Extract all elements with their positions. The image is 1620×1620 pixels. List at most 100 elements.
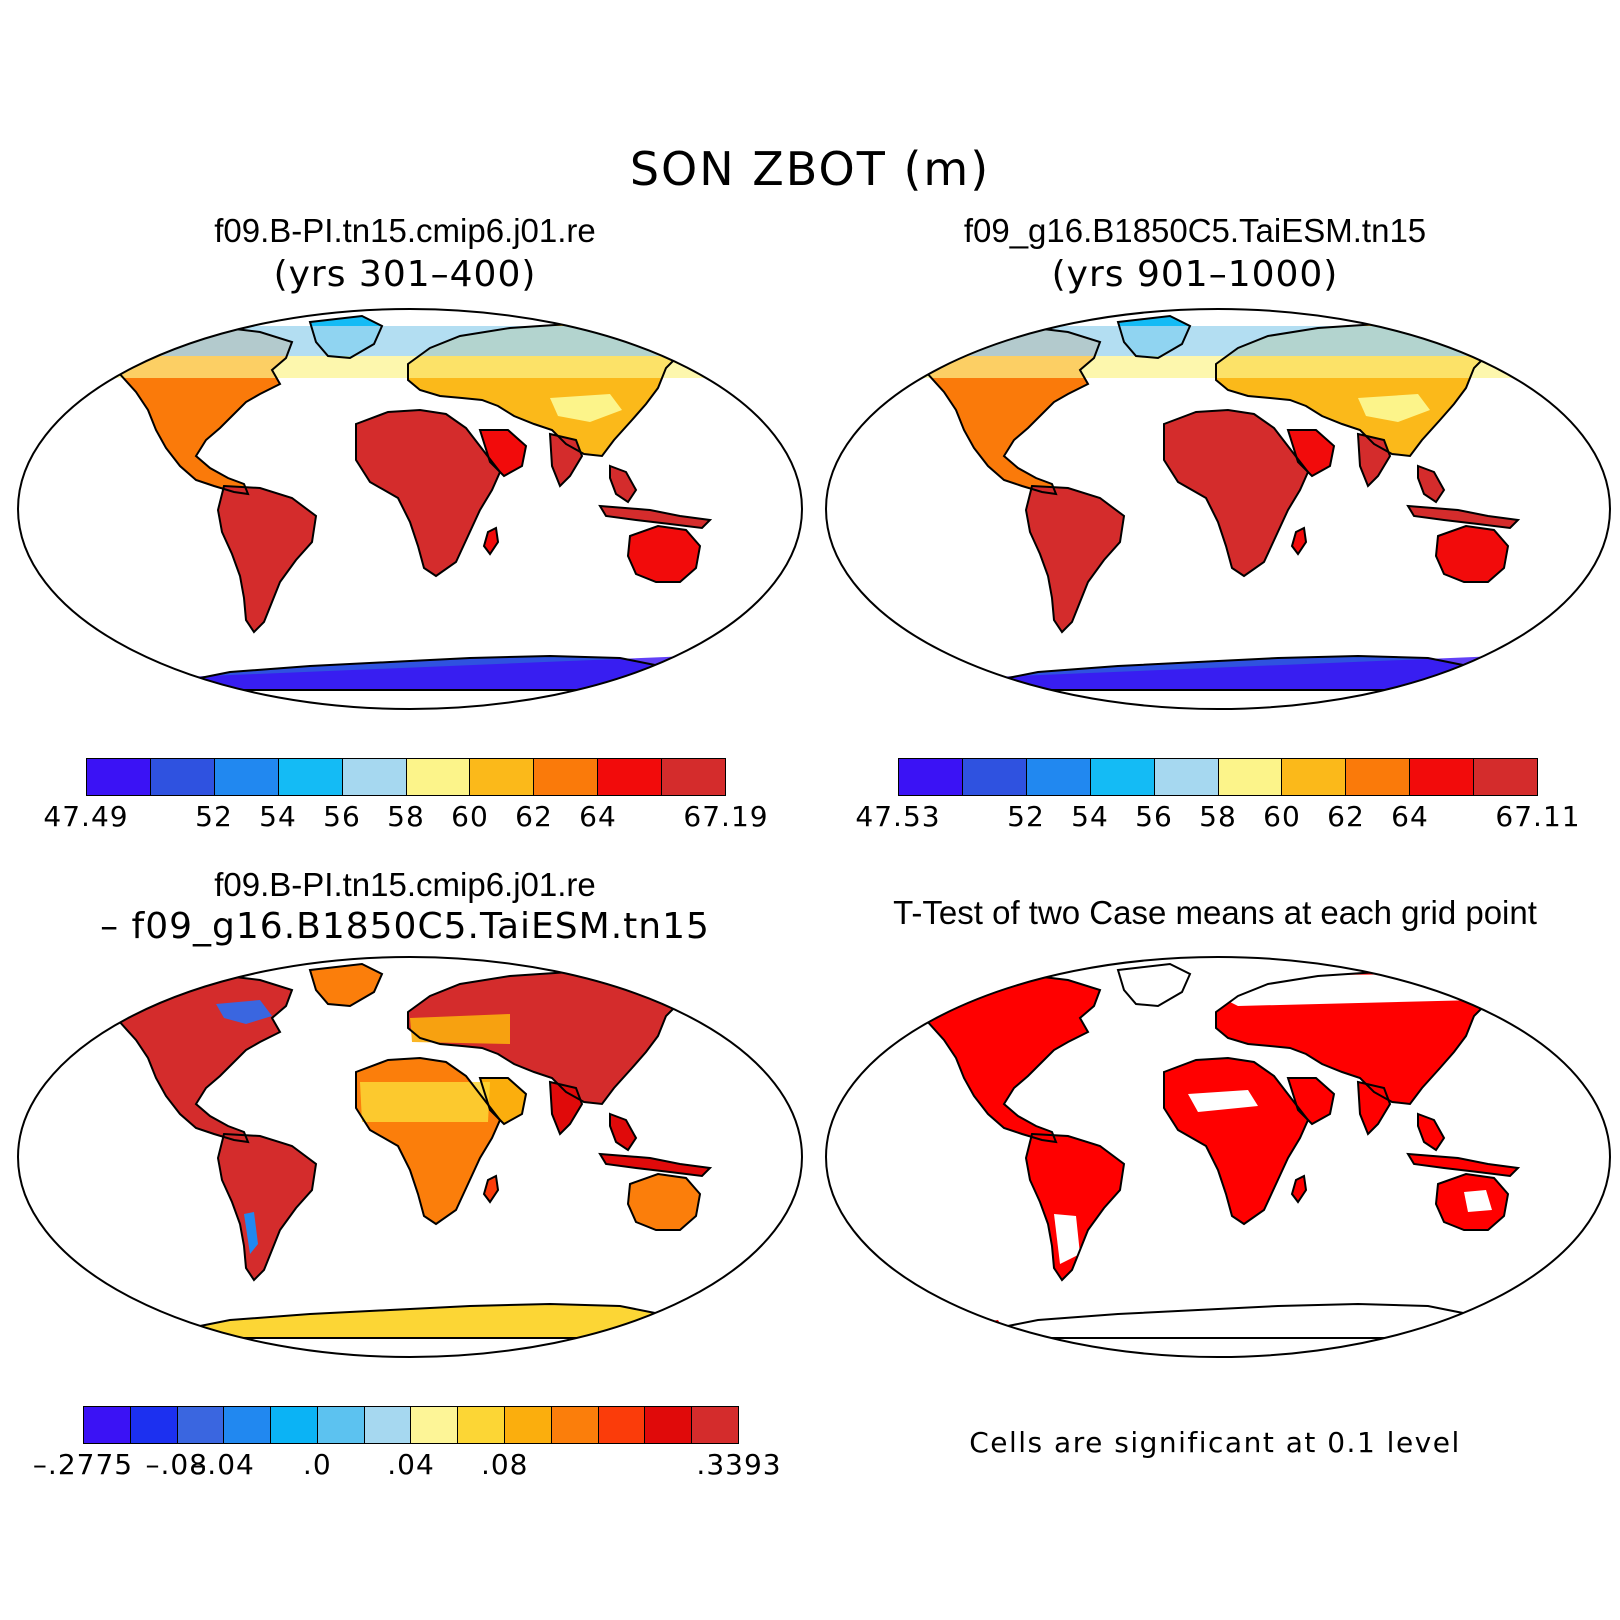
panel1-case-name: f09.B-PI.tn15.cmip6.j01.re (214, 212, 596, 249)
coast-australia (626, 1172, 702, 1231)
colorbar-tick-label: 56 (323, 800, 361, 833)
land-southAmerica (1026, 1134, 1124, 1280)
land-arabia (480, 430, 526, 476)
land-eurasia (1216, 972, 1490, 1104)
coast-northAmerica (909, 324, 1102, 496)
colorbar-swatch (551, 1407, 599, 1443)
land-greenland (1118, 964, 1190, 1006)
colorbar-swatch (1218, 759, 1283, 795)
colorbar-tick-label: 47.49 (43, 800, 129, 833)
coast-indonesia (598, 504, 713, 530)
land-eurasia (408, 972, 682, 1104)
panel3-case-name: f09.B-PI.tn15.cmip6.j01.re (214, 866, 596, 903)
colorbar-swatch (1090, 759, 1155, 795)
coast-india (1356, 432, 1392, 488)
land-arabia (1288, 1078, 1334, 1124)
colorbar-tick-label: 62 (1327, 800, 1365, 833)
land-antarctica (968, 1304, 1498, 1338)
colorbar-case2-labels: 47.53 52 54 56 58 60 62 64 67.11 (855, 800, 1579, 840)
land-indonesia (1408, 506, 1518, 528)
colorbar-tick-label: 58 (1199, 800, 1237, 833)
coast-arabia (478, 429, 528, 478)
land-greenland (310, 964, 382, 1006)
sahara-band (360, 1082, 490, 1122)
coast-madagascar (1290, 526, 1308, 556)
coast-africa (355, 408, 502, 578)
coast-indonesia (1406, 1152, 1521, 1178)
colorbar-tick-label: 58 (387, 800, 425, 833)
colorbar-swatch (130, 1407, 178, 1443)
colorbar-tick-label: .0 (302, 1448, 332, 1481)
map-frame (824, 956, 1612, 1358)
nonsig-australia (1464, 1190, 1492, 1212)
colorbar-swatch (662, 759, 726, 795)
coast-greenland (308, 314, 384, 360)
land-india (1358, 1082, 1390, 1134)
panel2-case-name: f09_g16.B1850C5.TaiESM.tn15 (963, 212, 1427, 249)
colorbar-swatch (278, 759, 343, 795)
coast-greenland (308, 962, 384, 1008)
antarctic-coast (160, 656, 700, 690)
coast-indonesia (598, 1152, 713, 1178)
land-australia (628, 1174, 700, 1230)
colorbar-case1-labels: 47.49 52 54 56 58 60 62 64 67.19 (43, 800, 767, 840)
land-arabia (1288, 430, 1334, 476)
land-australia (628, 526, 700, 582)
colorbar-tick-label: 56 (1135, 800, 1173, 833)
figure-title: SON ZBOT (m) (629, 142, 991, 196)
colorbar-tick-label: 52 (195, 800, 233, 833)
coast-greenland (1116, 962, 1192, 1008)
land-southAmerica (218, 1134, 316, 1280)
coast-seAsia (1417, 1112, 1446, 1152)
colorbar-difference (83, 1406, 739, 1444)
colorbar-swatch (1026, 759, 1091, 795)
coast-australia (1434, 1172, 1510, 1231)
panel2-years: (yrs 901–1000) (1051, 254, 1339, 295)
colorbar-case1 (86, 758, 726, 796)
coast-madagascar (482, 1174, 500, 1204)
colorbar-swatch (224, 1407, 272, 1443)
nonsig-arctic (1178, 974, 1478, 1006)
coast-africa (1163, 1056, 1310, 1226)
coast-northAmerica (101, 972, 294, 1144)
colorbar-swatch (899, 759, 963, 795)
colorbar-swatch (150, 759, 215, 795)
coast-india (1356, 1080, 1392, 1136)
colorbar-swatch (84, 1407, 131, 1443)
coast-greenland (1116, 314, 1192, 360)
coast-seAsia (609, 464, 638, 504)
coast-indonesia (1406, 504, 1521, 530)
coast-arabia (1286, 429, 1336, 478)
colorbar-swatch (1346, 759, 1411, 795)
map-case1 (16, 308, 804, 710)
land-southAmerica (1026, 486, 1124, 632)
colorbar-swatch (692, 1407, 738, 1443)
coast-seAsia (609, 1112, 638, 1152)
colorbar-tick-label: .04 (387, 1448, 435, 1481)
land-africa (1164, 410, 1308, 576)
coast-australia (1434, 524, 1510, 583)
colorbar-swatch (364, 1407, 412, 1443)
colorbar-tick-label: –.08 (145, 1448, 208, 1481)
boreal-band (90, 356, 710, 378)
colorbar-tick-label: 64 (579, 800, 617, 833)
tibet-plateau (1358, 394, 1430, 422)
colorbar-tick-label: .3393 (696, 1448, 782, 1481)
colorbar-swatch (534, 759, 599, 795)
coast-arabia (1286, 1077, 1336, 1126)
coast-northAmerica (101, 324, 294, 496)
map-case2 (824, 308, 1612, 710)
colorbar-tick-label: 54 (1071, 800, 1109, 833)
colorbar-swatch (645, 1407, 693, 1443)
colorbar-swatch (1154, 759, 1219, 795)
nonsig-southamerica (1054, 1214, 1080, 1264)
panel3-minus-case: – f09_g16.B1850C5.TaiESM.tn15 (100, 906, 710, 947)
coast-northAmerica (909, 972, 1102, 1144)
hudson-negative (216, 1000, 272, 1024)
boreal-band (898, 356, 1518, 378)
significance-note: Cells are significant at 0.1 level (969, 1426, 1461, 1459)
arctic-band (90, 326, 710, 356)
coast-australia (626, 524, 702, 583)
coast-africa (1163, 408, 1310, 578)
map-frame (16, 956, 804, 1358)
